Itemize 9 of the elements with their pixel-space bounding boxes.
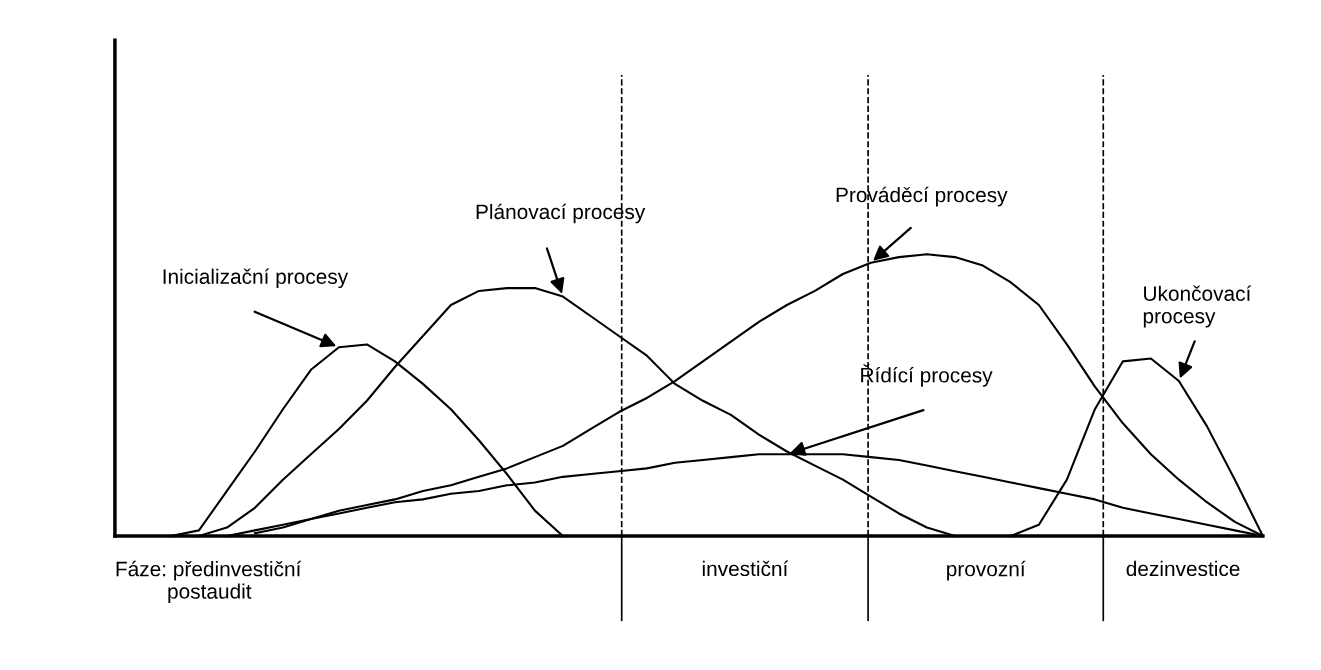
text: dezinvestice (1126, 560, 1240, 577)
text: Fáze: předinvestiční postaudit (116, 560, 302, 603)
text: Prováděcí procesy (836, 186, 1008, 207)
series-label: Ukončovací procesy (1143, 285, 1252, 328)
text: Inicializační procesy (163, 268, 349, 289)
text: provozní (947, 560, 1026, 581)
text: Plánovací procesy (476, 203, 646, 224)
text: Řídící procesy (861, 364, 993, 387)
text: investiční (702, 560, 789, 577)
